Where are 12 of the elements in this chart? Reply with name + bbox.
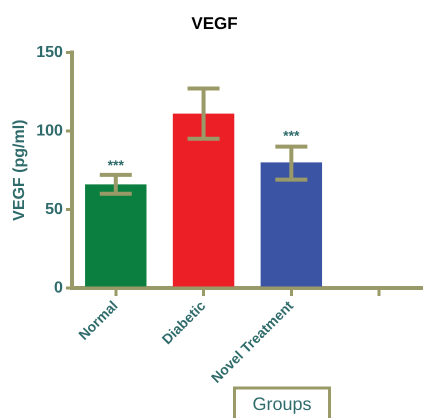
y-tick-label: 150 — [36, 44, 63, 61]
bar — [172, 114, 234, 286]
y-tick-label: 100 — [36, 122, 63, 140]
y-tick-label: 50 — [45, 200, 63, 218]
annotation: *** — [108, 157, 124, 174]
annotation: *** — [283, 127, 300, 144]
bar — [85, 184, 147, 286]
x-axis-title: Groups — [252, 394, 312, 414]
bar — [260, 162, 322, 286]
chart-title: VEGF — [191, 14, 238, 33]
y-axis-title: VEGF (pg/ml) — [11, 120, 28, 221]
y-tick-label: 0 — [54, 279, 63, 296]
